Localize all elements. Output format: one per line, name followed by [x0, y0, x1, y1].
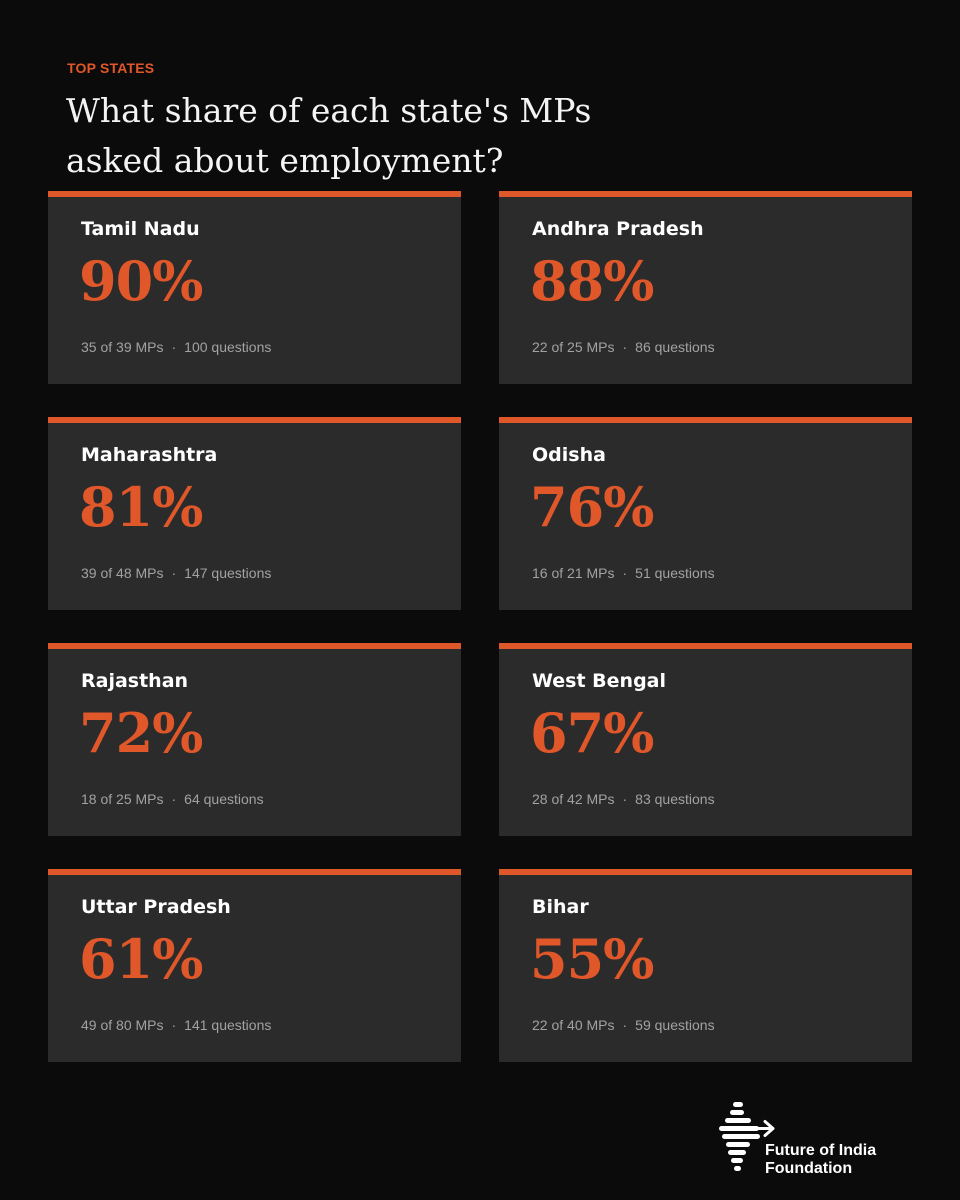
state-name: Rajasthan: [81, 670, 189, 692]
questions-count: 86 questions: [635, 339, 715, 355]
mps-count: 28 of 42 MPs: [532, 791, 615, 807]
mps-count: 22 of 25 MPs: [532, 339, 615, 355]
card-meta: 39 of 48 MPs · 147 questions: [81, 565, 271, 581]
mps-count: 49 of 80 MPs: [81, 1017, 164, 1033]
mps-count: 22 of 40 MPs: [532, 1017, 615, 1033]
card-meta: 49 of 80 MPs · 141 questions: [81, 1017, 271, 1033]
card-meta: 28 of 42 MPs · 83 questions: [532, 791, 715, 807]
separator-dot: ·: [171, 1017, 177, 1033]
logo-line-2: Foundation: [765, 1160, 853, 1177]
state-card-west-bengal: West Bengal 67% 28 of 42 MPs · 83 question…: [499, 643, 912, 836]
share-percent: 67%: [530, 701, 654, 765]
mps-count: 16 of 21 MPs: [532, 565, 615, 581]
card-meta: 35 of 39 MPs · 100 questions: [81, 339, 271, 355]
section-eyebrow: TOP STATES: [67, 60, 155, 76]
mps-count: 39 of 48 MPs: [81, 565, 164, 581]
separator-dot: ·: [622, 1017, 628, 1033]
logo-line-1: Future of India: [765, 1142, 877, 1159]
state-card-andhra-pradesh: Andhra Pradesh 88% 22 of 25 MPs · 86 quest…: [499, 191, 912, 384]
state-name: Maharashtra: [81, 444, 218, 466]
questions-count: 147 questions: [184, 565, 272, 581]
state-card-rajasthan: Rajasthan 72% 18 of 25 MPs · 64 questions: [48, 643, 461, 836]
share-percent: 88%: [530, 249, 654, 313]
state-name: West Bengal: [532, 670, 667, 692]
card-meta: 16 of 21 MPs · 51 questions: [532, 565, 715, 581]
state-card-maharashtra: Maharashtra 81% 39 of 48 MPs · 147 questio…: [48, 417, 461, 610]
separator-dot: ·: [171, 565, 177, 581]
questions-count: 83 questions: [635, 791, 715, 807]
questions-count: 100 questions: [184, 339, 272, 355]
foundation-logo: Future of India Foundation: [716, 1098, 916, 1178]
separator-dot: ·: [622, 791, 628, 807]
state-cards-grid: Tamil Nadu 90% 35 of 39 MPs · 100 question…: [48, 191, 912, 1062]
questions-count: 51 questions: [635, 565, 715, 581]
state-name: Tamil Nadu: [81, 218, 200, 240]
questions-count: 64 questions: [184, 791, 264, 807]
mps-count: 35 of 39 MPs: [81, 339, 164, 355]
state-card-tamil-nadu: Tamil Nadu 90% 35 of 39 MPs · 100 question…: [48, 191, 461, 384]
separator-dot: ·: [622, 565, 628, 581]
page-title: What share of each state's MPs asked abo…: [66, 91, 592, 180]
logo-text: Future of India Foundation: [765, 1142, 876, 1178]
share-percent: 72%: [79, 701, 203, 765]
share-percent: 76%: [530, 475, 654, 539]
share-percent: 81%: [79, 475, 203, 539]
separator-dot: ·: [171, 791, 177, 807]
state-name: Odisha: [532, 444, 606, 466]
mps-count: 18 of 25 MPs: [81, 791, 164, 807]
share-percent: 61%: [79, 927, 203, 991]
state-name: Bihar: [532, 896, 589, 918]
share-percent: 90%: [79, 249, 203, 313]
state-name: Andhra Pradesh: [532, 218, 704, 240]
state-name: Uttar Pradesh: [81, 896, 231, 918]
share-percent: 55%: [530, 927, 654, 991]
questions-count: 59 questions: [635, 1017, 715, 1033]
card-meta: 22 of 40 MPs · 59 questions: [532, 1017, 715, 1033]
separator-dot: ·: [622, 339, 628, 355]
state-card-uttar-pradesh: Uttar Pradesh 61% 49 of 80 MPs · 141 quest…: [48, 869, 461, 1062]
state-card-odisha: Odisha 76% 16 of 21 MPs · 51 questions: [499, 417, 912, 610]
card-meta: 18 of 25 MPs · 64 questions: [81, 791, 264, 807]
card-meta: 22 of 25 MPs · 86 questions: [532, 339, 715, 355]
india-arrow-logo-icon: [719, 1102, 775, 1171]
questions-count: 141 questions: [184, 1017, 272, 1033]
state-card-bihar: Bihar 55% 22 of 40 MPs · 59 questions: [499, 869, 912, 1062]
separator-dot: ·: [171, 339, 177, 355]
